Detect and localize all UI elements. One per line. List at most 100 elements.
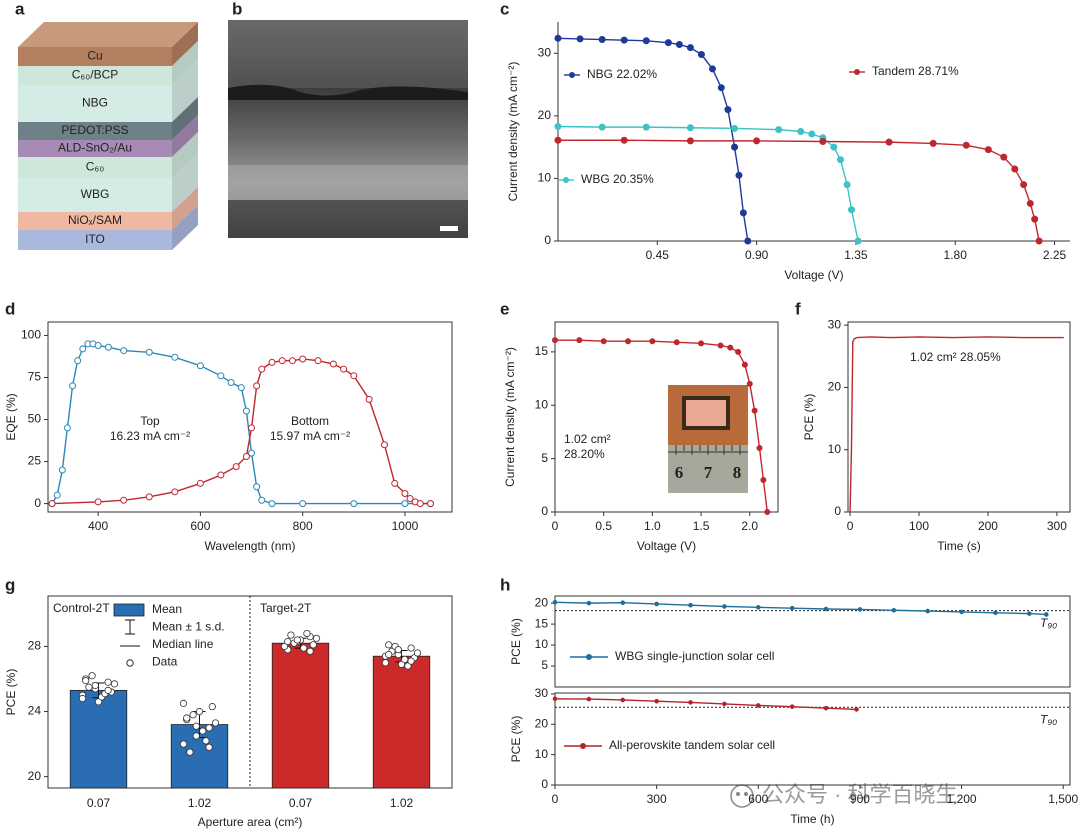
data-point <box>69 382 77 390</box>
data-point <box>741 361 748 368</box>
data-point <box>854 237 862 245</box>
legend-label: All-perovskite tandem solar cell <box>609 738 775 752</box>
data-point <box>232 463 240 471</box>
data-point <box>74 357 82 365</box>
data-point <box>753 137 761 145</box>
data-point <box>1000 153 1008 161</box>
y-tick-label: 20 <box>28 769 42 783</box>
y-tick-label: 24 <box>28 704 42 718</box>
data-point <box>82 677 90 685</box>
data-point <box>227 379 235 387</box>
data-point <box>217 471 225 479</box>
data-point <box>620 600 626 606</box>
data-point <box>268 358 276 366</box>
data-point <box>751 407 758 414</box>
x-tick-label: 1,500 <box>1048 792 1078 806</box>
data-point <box>688 602 693 608</box>
x-tick-label: 0 <box>552 792 559 806</box>
data-point <box>94 342 102 350</box>
x-tick-label: 0.45 <box>646 248 670 262</box>
group-label: Target-2T <box>260 601 312 615</box>
y-tick-label: 75 <box>28 370 42 384</box>
data-point <box>552 696 558 702</box>
layer-side-shade <box>172 115 198 157</box>
inset-photo <box>668 385 748 493</box>
legend-marker <box>569 72 575 78</box>
layer <box>18 140 172 157</box>
annotation: Top <box>140 414 160 428</box>
data-point <box>1043 612 1049 617</box>
data-point <box>808 130 816 138</box>
data-point <box>552 337 558 344</box>
data-point <box>401 490 409 498</box>
data-point <box>88 672 96 680</box>
data-point <box>760 476 767 483</box>
data-point <box>293 636 301 644</box>
data-point <box>401 655 409 664</box>
x-tick-label: 300 <box>647 792 667 806</box>
y-tick-label: 5 <box>541 451 548 465</box>
data-point <box>401 500 409 508</box>
x-tick-label: 600 <box>190 519 210 533</box>
data-point <box>303 629 311 638</box>
data-point <box>145 493 153 501</box>
layer-side <box>172 115 198 157</box>
data-point <box>205 743 213 751</box>
data-point <box>620 697 626 703</box>
threshold-label: T₉₀ <box>1040 616 1057 630</box>
inset-label: 6 <box>675 463 684 482</box>
y-tick-label: 20 <box>828 380 842 394</box>
data-point <box>1020 181 1028 189</box>
legend-label: Median line <box>152 637 214 651</box>
data-point <box>673 339 680 346</box>
y-tick-label: 50 <box>28 412 42 426</box>
layer-side <box>172 22 198 66</box>
data-point <box>836 156 844 164</box>
panel-label: e <box>500 299 509 318</box>
x-tick-label: 1000 <box>392 519 419 533</box>
data-point <box>830 143 838 151</box>
data-point <box>237 384 245 392</box>
x-tick-label: 1.5 <box>693 519 710 533</box>
data-point <box>314 357 322 365</box>
x-axis-label: Voltage (V) <box>637 539 696 553</box>
data-point <box>171 353 179 361</box>
y-tick-label: 30 <box>828 317 842 331</box>
data-point <box>385 641 393 649</box>
data-point <box>381 659 390 667</box>
layer-side <box>172 97 198 140</box>
data-point <box>717 84 725 92</box>
x-tick-label: 900 <box>850 792 870 806</box>
x-tick-label: 200 <box>978 519 998 533</box>
data-point <box>284 637 292 646</box>
data-point <box>755 605 761 610</box>
data-point <box>789 704 795 709</box>
data-point <box>287 631 295 639</box>
panel-label: d <box>5 299 15 318</box>
annotation: 28.20% <box>564 447 605 461</box>
x-axis-label: Time (h) <box>790 812 834 826</box>
data-point <box>554 34 562 42</box>
data-point <box>744 237 752 245</box>
data-point <box>278 357 286 365</box>
data-point <box>91 681 99 690</box>
data-point <box>208 703 216 711</box>
x-tick-label: 800 <box>293 519 313 533</box>
data-point <box>404 662 412 670</box>
data-point <box>299 355 307 363</box>
data-point <box>697 51 705 59</box>
data-point <box>196 362 204 370</box>
x-axis-label: Voltage (V) <box>784 268 843 282</box>
data-point <box>300 644 308 652</box>
data-point <box>885 138 893 146</box>
data-point <box>413 649 422 657</box>
y-axis-label: Current density (mA cm⁻²) <box>503 347 517 487</box>
y-tick-label: 10 <box>535 637 549 651</box>
legend-label: WBG single-junction solar cell <box>615 649 774 663</box>
bar <box>271 642 330 789</box>
data-point <box>576 35 584 43</box>
data-point <box>186 748 194 756</box>
inset-label: 7 <box>704 463 713 482</box>
data-point <box>145 348 153 356</box>
